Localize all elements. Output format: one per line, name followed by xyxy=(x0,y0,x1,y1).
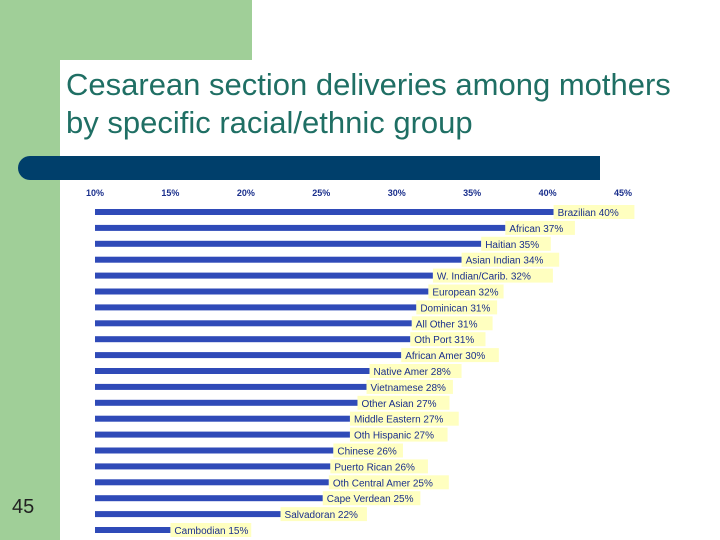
bar-label: Salvadoran 22% xyxy=(285,510,358,521)
bar-label: Brazilian 40% xyxy=(558,208,619,219)
tick-label: 30% xyxy=(388,188,406,198)
bar-label: Oth Hispanic 27% xyxy=(354,431,434,442)
bar-label-bg xyxy=(280,507,367,522)
bar xyxy=(95,336,411,343)
bar xyxy=(95,320,412,327)
bar-label: Cambodian 15% xyxy=(174,526,248,537)
bar xyxy=(95,511,281,518)
bar-label-bg xyxy=(481,236,551,251)
bar xyxy=(95,447,334,454)
slide-title: Cesarean section deliveries among mother… xyxy=(66,67,671,140)
bar-label-bg xyxy=(349,427,448,442)
bar-label-bg xyxy=(170,523,252,537)
bar-label-bg xyxy=(328,475,449,490)
tick-label: 15% xyxy=(161,188,179,198)
tick-label: 35% xyxy=(463,188,481,198)
green-sidebar xyxy=(0,0,60,540)
bar-label-bg xyxy=(401,348,499,363)
bar-label: Haitian 35% xyxy=(485,240,539,251)
bar-label-bg xyxy=(432,268,553,283)
bar xyxy=(95,288,429,295)
bar-label-bg xyxy=(366,379,453,394)
bar-label: Oth Central Amer 25% xyxy=(333,478,433,489)
bar xyxy=(95,527,171,533)
bar xyxy=(95,399,358,406)
bar-label: W. Indian/Carib. 32% xyxy=(437,272,531,283)
bar-label: Puerto Rican 26% xyxy=(334,462,415,473)
bar-label-bg xyxy=(428,284,504,299)
bar-label: Native Amer 28% xyxy=(374,367,451,378)
bar-label-bg xyxy=(333,443,403,458)
bar xyxy=(95,431,350,438)
bar xyxy=(95,352,402,359)
bar-label: Oth Port 31% xyxy=(414,335,474,346)
tick-label: 10% xyxy=(86,188,104,198)
cesarean-bar-chart: 10% 15% 20% 25% 30% 35% 40% 45% Brazilian 40% Afr… xyxy=(86,188,635,537)
tick-label: 20% xyxy=(237,188,255,198)
bar xyxy=(95,304,417,311)
bar xyxy=(95,383,367,390)
bar-label-bg xyxy=(330,459,428,474)
bar xyxy=(95,495,323,502)
bar xyxy=(95,272,433,279)
bar xyxy=(95,209,554,215)
bar-label: Dominican 31% xyxy=(420,303,490,314)
page-number: 45 xyxy=(12,496,35,518)
tick-label: 40% xyxy=(539,188,557,198)
bar-label: African Amer 30% xyxy=(405,351,485,362)
bar-label-bg xyxy=(349,411,459,426)
bar-label-bg xyxy=(553,205,635,219)
bar xyxy=(95,368,370,374)
bar-label: Asian Indian 34% xyxy=(466,256,544,267)
tick-label: 25% xyxy=(312,188,330,198)
green-top-bar xyxy=(0,0,252,60)
bar-label-bg xyxy=(411,316,493,331)
title-rule xyxy=(18,156,600,180)
bar-label: All Other 31% xyxy=(416,319,478,330)
bar xyxy=(95,463,331,470)
bar-label: Chinese 26% xyxy=(337,447,397,458)
bar-label: Other Asian 27% xyxy=(361,399,436,410)
bar xyxy=(95,415,350,422)
bar-label: Cape Verdean 25% xyxy=(327,494,414,505)
bar xyxy=(95,240,482,247)
bar-label-bg xyxy=(410,332,486,347)
bar xyxy=(95,256,462,263)
bar-label-bg xyxy=(322,491,421,506)
bar-label: European 32% xyxy=(432,288,498,299)
bar-label: African 37% xyxy=(509,224,563,235)
bar xyxy=(95,224,506,231)
bar-label-bg xyxy=(357,395,450,410)
bar-label-bg xyxy=(416,300,498,315)
bar-label: Vietnamese 28% xyxy=(371,383,447,394)
bar xyxy=(95,479,329,486)
tick-label: 45% xyxy=(614,188,632,198)
bar-label-bg xyxy=(369,364,462,378)
bar-label-bg xyxy=(505,220,575,235)
bar-label-bg xyxy=(461,252,560,267)
bar-label: Middle Eastern 27% xyxy=(354,415,444,426)
